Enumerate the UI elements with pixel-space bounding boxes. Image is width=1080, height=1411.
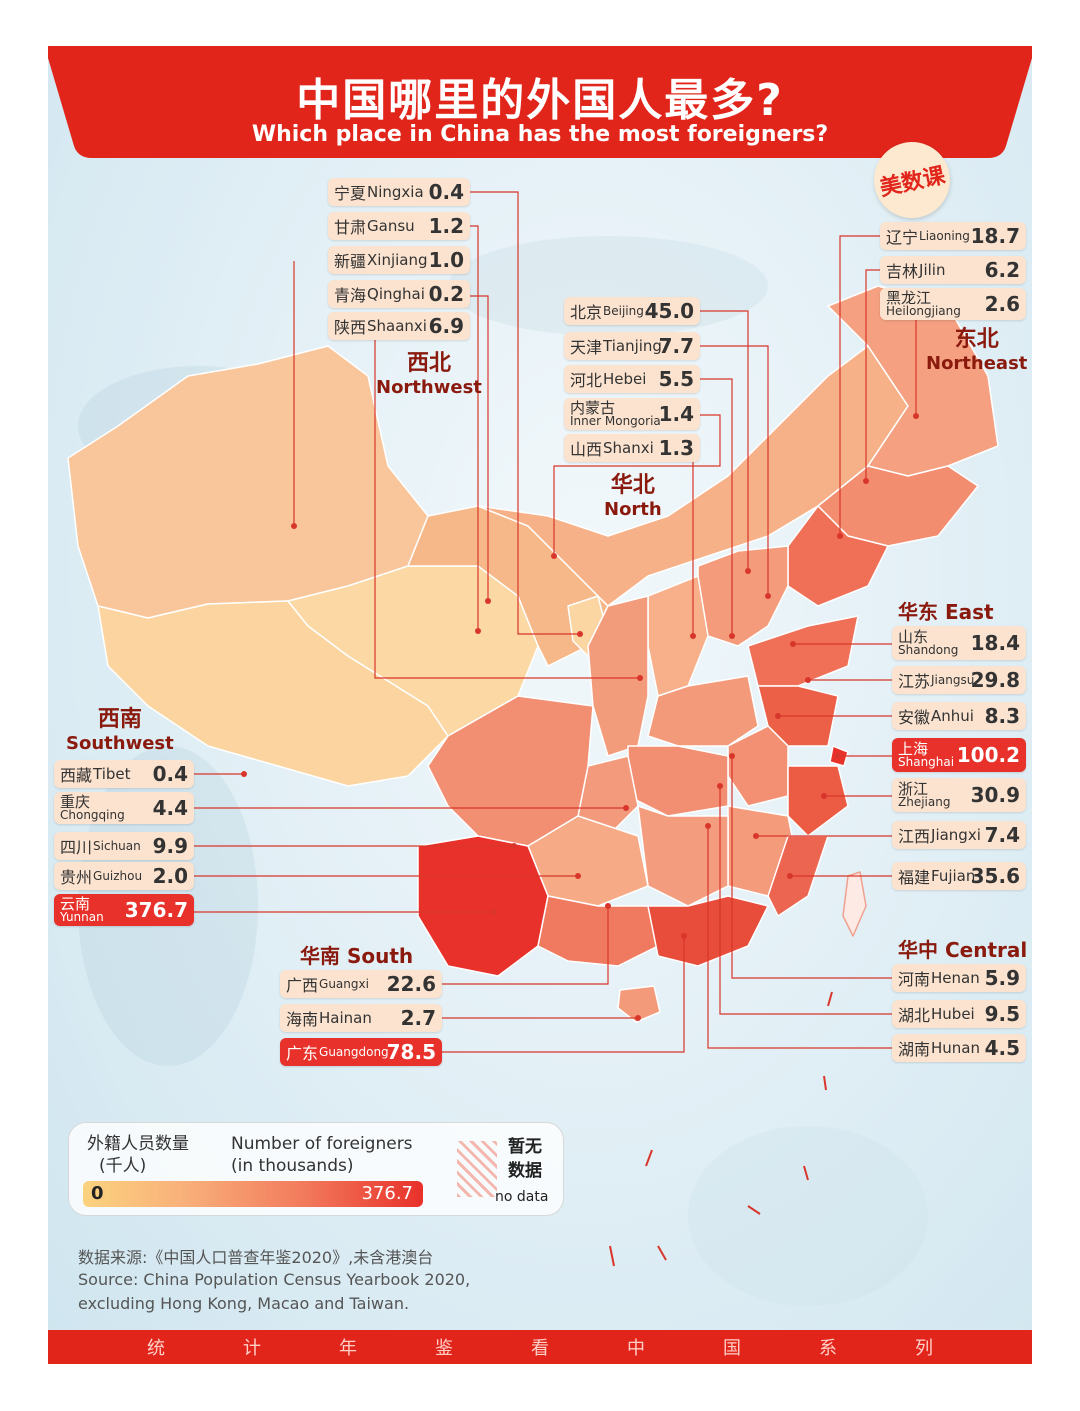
footer-char: 看	[531, 1338, 549, 1359]
no-data-label-en: no data	[495, 1189, 549, 1205]
label-hunan: 湖南 Hunan 4.5	[892, 1034, 1026, 1062]
region-northwest: 西北 Northwest	[376, 351, 482, 399]
source-en-line2: excluding Hong Kong, Macao and Taiwan.	[78, 1294, 410, 1313]
series-footer: 统 计 年 鉴 看 中 国 系 列	[48, 1330, 1032, 1364]
footer-char: 列	[915, 1338, 933, 1359]
label-heilongjiang: 黑龙江 Heilongjiang 2.6	[880, 288, 1026, 320]
footer-char: 统	[147, 1338, 165, 1359]
label-jilin: 吉林 Jilin 6.2	[880, 256, 1026, 284]
label-qinghai: 青海 Qinghai 0.2	[328, 280, 470, 308]
footer-char: 年	[339, 1338, 357, 1359]
infographic-poster: 中国哪里的外国人最多? Which place in China has the…	[48, 46, 1032, 1364]
label-hainan: 海南 Hainan 2.7	[280, 1004, 442, 1032]
label-inner-mongolia: 内蒙古 Inner Mongoria 1.4	[564, 398, 700, 430]
region-southwest: 西南 Southwest	[66, 707, 174, 755]
label-hebei: 河北 Hebei 5.5	[564, 365, 700, 393]
label-shandong: 山东 Shandong 18.4	[892, 626, 1026, 660]
province-hebei	[697, 545, 789, 647]
source-zh: 数据来源:《中国人口普查年鉴2020》,未含港澳台	[78, 1248, 434, 1267]
footer-char: 中	[627, 1338, 645, 1359]
label-guangxi: 广西 Guangxi 22.6	[280, 970, 442, 998]
province-guangxi	[537, 895, 659, 967]
label-tibet: 西藏 Tibet 0.4	[54, 760, 194, 788]
title-english: Which place in China has the most foreig…	[251, 122, 829, 147]
province-yunnan	[417, 835, 549, 977]
region-east: 华东 East	[898, 600, 994, 624]
footer-char: 计	[243, 1338, 261, 1359]
label-zhejiang: 浙江 Zhejiang 30.9	[892, 778, 1026, 812]
legend-color-scale: 0 376.7	[83, 1181, 423, 1207]
region-south: 华南 South	[300, 944, 414, 968]
legend: 外籍人员数量 (千人) Number of foreigners (in tho…	[68, 1122, 564, 1216]
china-map	[67, 191, 999, 1306]
label-hubei: 湖北 Hubei 9.5	[892, 1000, 1026, 1028]
label-jiangxi: 江西 Jiangxi 7.4	[892, 821, 1026, 849]
label-gansu: 甘肃 Gansu 1.2	[328, 212, 470, 240]
title-banner: 中国哪里的外国人最多? Which place in China has the…	[48, 46, 1032, 160]
province-zhejiang	[787, 765, 849, 837]
label-tianjin: 天津 Tianjing 7.7	[564, 332, 700, 360]
label-yunnan: 云南 Yunnan 376.7	[54, 894, 194, 926]
no-data-label-zh: 暂无 数据	[508, 1137, 542, 1181]
province-hunan	[637, 805, 729, 907]
label-liaoning: 辽宁 Liaoning 18.7	[880, 222, 1026, 250]
province-hainan	[617, 985, 661, 1023]
label-shanxi: 山西 Shanxi 1.3	[564, 434, 700, 462]
province-qinghai	[287, 565, 539, 737]
no-data-swatch	[457, 1141, 497, 1197]
label-beijing: 北京 Beijing 45.0	[564, 297, 700, 325]
label-xinjiang: 新疆 Xinjiang 1.0	[328, 246, 470, 274]
legend-label-en: Number of foreigners (in thousands)	[231, 1134, 413, 1176]
legend-label-zh: 外籍人员数量 (千人)	[87, 1134, 189, 1176]
province-shanxi	[647, 575, 709, 697]
province-henan	[647, 675, 759, 747]
region-central: 华中 Central	[898, 938, 1028, 962]
label-chongqing: 重庆 Chongqing 4.4	[54, 792, 194, 824]
label-ningxia: 宁夏 Ningxia 0.4	[328, 178, 470, 206]
title-chinese: 中国哪里的外国人最多?	[296, 75, 784, 126]
legend-min: 0	[91, 1183, 104, 1204]
footer-char: 国	[723, 1338, 741, 1359]
province-shaanxi	[587, 595, 649, 757]
label-jiangsu: 江苏 Jiangsu 29.8	[892, 666, 1026, 694]
label-shanghai: 上海 Shanghai 100.2	[892, 738, 1026, 772]
province-liaoning	[787, 505, 889, 607]
label-anhui: 安徽 Anhui 8.3	[892, 702, 1026, 730]
footer-char: 鉴	[435, 1338, 453, 1359]
region-northeast: 东北 Northeast	[926, 327, 1028, 375]
province-hubei	[627, 745, 729, 817]
label-sichuan: 四川 Sichuan 9.9	[54, 832, 194, 860]
label-guangdong: 广东 Guangdong 78.5	[280, 1038, 442, 1066]
label-henan: 河南 Henan 5.9	[892, 964, 1026, 992]
label-shaanxi: 陕西 Shaanxi 6.9	[328, 312, 470, 340]
region-north: 华北 North	[604, 473, 662, 521]
label-guizhou: 贵州 Guizhou 2.0	[54, 862, 194, 890]
footer-char: 系	[819, 1338, 837, 1359]
province-taiwan	[842, 871, 867, 937]
source-en-line1: Source: China Population Census Yearbook…	[78, 1270, 471, 1289]
legend-max: 376.7	[361, 1183, 413, 1204]
label-fujian: 福建 Fujian 35.6	[892, 862, 1026, 890]
